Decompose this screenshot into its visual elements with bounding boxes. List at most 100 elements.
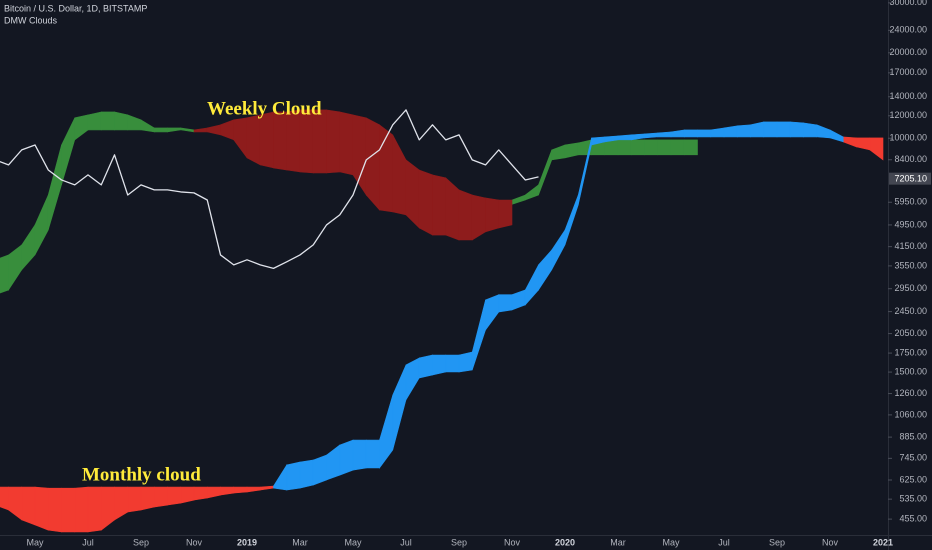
- cloud-segment: [286, 461, 301, 491]
- y-tick-label: 1500.00: [894, 366, 927, 376]
- y-tick-label: 24000.00: [889, 25, 927, 35]
- y-tick-label: 1750.00: [894, 347, 927, 357]
- cloud-segment: [630, 139, 645, 156]
- cloud-segment: [339, 111, 354, 176]
- cloud-segment: [829, 129, 844, 143]
- y-tick-label: 535.00: [899, 494, 927, 504]
- cloud-segment: [299, 459, 314, 489]
- y-tick-label: 5950.00: [894, 197, 927, 207]
- cloud-segment: [153, 486, 168, 508]
- cloud-segment: [273, 111, 288, 171]
- y-tick-label: 2950.00: [894, 283, 927, 293]
- cloud-segment: [339, 439, 354, 476]
- cloud-segment: [617, 134, 632, 141]
- cloud-segment: [485, 197, 500, 233]
- y-tick-label: 30000.00: [889, 0, 927, 7]
- cloud-segment: [458, 189, 473, 241]
- y-tick-label: 4950.00: [894, 219, 927, 229]
- y-tick-label: 20000.00: [889, 47, 927, 57]
- cloud-segment: [0, 254, 9, 294]
- y-tick-label: 1060.00: [894, 409, 927, 419]
- cloud-segment: [47, 487, 62, 533]
- cloud-segment: [432, 174, 447, 236]
- x-tick-label: Mar: [610, 537, 626, 547]
- x-tick-label: 2021: [873, 537, 893, 547]
- last-price-box: [889, 172, 931, 185]
- x-tick-label: Sep: [769, 537, 785, 547]
- cloud-segment: [670, 139, 685, 156]
- y-tick-label: 455.00: [899, 513, 927, 523]
- x-tick-label: 2019: [237, 537, 257, 547]
- x-tick-label: 2020: [555, 537, 575, 547]
- y-tick-label: 10000.00: [889, 133, 927, 143]
- cloud-segment: [683, 129, 698, 138]
- cloud-segment: [259, 111, 274, 169]
- cloud-segment: [445, 354, 460, 373]
- cloud-segment: [140, 486, 155, 511]
- cloud-segment: [657, 139, 672, 156]
- chart-subtitle: DMW Clouds: [4, 15, 58, 25]
- cloud-segment: [564, 142, 579, 159]
- cloud-segment: [617, 139, 632, 156]
- x-tick-label: Mar: [292, 537, 308, 547]
- cloud-segment: [180, 486, 195, 504]
- x-tick-label: Jul: [400, 537, 412, 547]
- cloud-segment: [736, 124, 751, 138]
- cloud-segment: [0, 486, 9, 511]
- y-tick-label: 12000.00: [889, 110, 927, 120]
- price-line: [0, 109, 539, 270]
- cloud-segment: [723, 125, 738, 138]
- cloud-segment: [418, 354, 433, 379]
- cloud-segment: [167, 486, 182, 506]
- cloud-segment: [61, 487, 76, 533]
- y-tick-label: 1260.00: [894, 388, 927, 398]
- cloud-segment: [418, 169, 433, 236]
- cloud-segment: [326, 109, 341, 174]
- y-tick-label: 4150.00: [894, 241, 927, 251]
- x-tick-label: Nov: [504, 537, 521, 547]
- x-tick-label: May: [662, 537, 680, 547]
- cloud-segment: [87, 111, 102, 131]
- y-tick-label: 14000.00: [889, 91, 927, 101]
- cloud-segment: [697, 129, 712, 138]
- plot-area: [0, 109, 884, 533]
- y-tick-label: 625.00: [899, 474, 927, 484]
- cloud-segment: [100, 111, 115, 131]
- cloud-segment: [312, 454, 327, 486]
- annotation: Monthly cloud: [82, 464, 201, 485]
- x-tick-label: Sep: [451, 537, 467, 547]
- x-tick-label: Nov: [186, 537, 203, 547]
- y-tick-label: 8400.00: [894, 154, 927, 164]
- cloud-segment: [34, 486, 49, 531]
- y-tick-label: 2050.00: [894, 328, 927, 338]
- y-tick-label: 2450.00: [894, 306, 927, 316]
- cloud-segment: [644, 139, 659, 156]
- y-tick-label: 885.00: [899, 431, 927, 441]
- cloud-segment: [471, 194, 486, 241]
- x-tick-label: Nov: [822, 537, 839, 547]
- cloud-segment: [604, 139, 619, 156]
- chart-title: Bitcoin / U.S. Dollar, 1D, BITSTAMP: [4, 3, 147, 13]
- cloud-segment: [498, 199, 513, 229]
- y-tick-label: 3550.00: [894, 260, 927, 270]
- cloud-segment: [432, 354, 447, 376]
- x-tick-label: Jul: [718, 537, 730, 547]
- cloud-segment: [763, 121, 778, 138]
- y-tick-label: 17000.00: [889, 67, 927, 77]
- cloud-segment: [114, 111, 129, 131]
- cloud-segment: [352, 439, 367, 471]
- annotation: Weekly Cloud: [207, 98, 322, 119]
- cloud-segment: [657, 131, 672, 138]
- cloud-segment: [458, 351, 473, 373]
- cloud-segment: [153, 127, 168, 133]
- cloud-segment: [365, 439, 380, 469]
- cloud-segment: [803, 122, 818, 138]
- cloud-segment: [193, 486, 208, 501]
- cloud-segment: [683, 139, 698, 156]
- last-price-label: 7205.10: [894, 174, 927, 184]
- cloud-segment: [644, 132, 659, 139]
- x-tick-label: May: [344, 537, 362, 547]
